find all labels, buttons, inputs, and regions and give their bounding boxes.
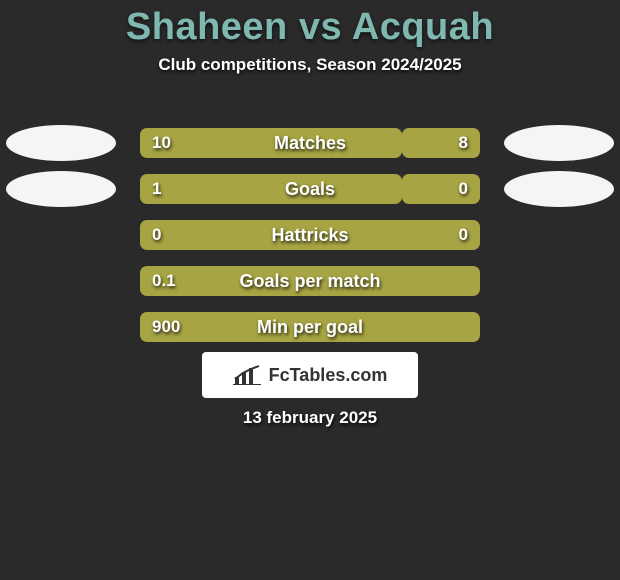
player-right-placeholder <box>504 171 614 207</box>
player-left-placeholder <box>6 171 116 207</box>
comparison-infographic: Shaheen vs Acquah Club competitions, Sea… <box>0 0 620 580</box>
stat-value-right: 0 <box>459 220 468 250</box>
stat-bar-left <box>140 312 480 342</box>
stat-row: Matches108 <box>0 120 620 166</box>
stat-bar-left <box>140 174 402 204</box>
stat-rows: Matches108Goals10Hattricks00Goals per ma… <box>0 120 620 350</box>
snapshot-date: 13 february 2025 <box>0 408 620 428</box>
stat-bar-left <box>140 220 480 250</box>
stat-value-right: 0 <box>459 174 468 204</box>
stat-bar-track: Goals10 <box>140 174 480 204</box>
stat-bar-track: Matches108 <box>140 128 480 158</box>
stat-bar-right <box>402 128 480 158</box>
source-logo: FcTables.com <box>202 352 418 398</box>
stat-value-left: 10 <box>152 128 171 158</box>
player-right-placeholder <box>504 125 614 161</box>
stat-row: Goals per match0.1 <box>0 258 620 304</box>
player-left-placeholder <box>6 125 116 161</box>
stat-value-left: 1 <box>152 174 161 204</box>
stat-value-left: 0.1 <box>152 266 176 296</box>
source-logo-text: FcTables.com <box>269 365 388 386</box>
stat-bar-track: Min per goal900 <box>140 312 480 342</box>
stat-bar-track: Hattricks00 <box>140 220 480 250</box>
stat-bar-track: Goals per match0.1 <box>140 266 480 296</box>
stat-row: Min per goal900 <box>0 304 620 350</box>
stat-value-left: 900 <box>152 312 180 342</box>
stat-value-right: 8 <box>459 128 468 158</box>
stat-bar-left <box>140 128 402 158</box>
stat-row: Hattricks00 <box>0 212 620 258</box>
stat-value-left: 0 <box>152 220 161 250</box>
stat-row: Goals10 <box>0 166 620 212</box>
stat-bar-left <box>140 266 480 296</box>
page-title: Shaheen vs Acquah <box>0 0 620 49</box>
stat-bar-right <box>402 174 480 204</box>
bar-chart-icon <box>233 365 261 385</box>
page-subtitle: Club competitions, Season 2024/2025 <box>0 55 620 75</box>
